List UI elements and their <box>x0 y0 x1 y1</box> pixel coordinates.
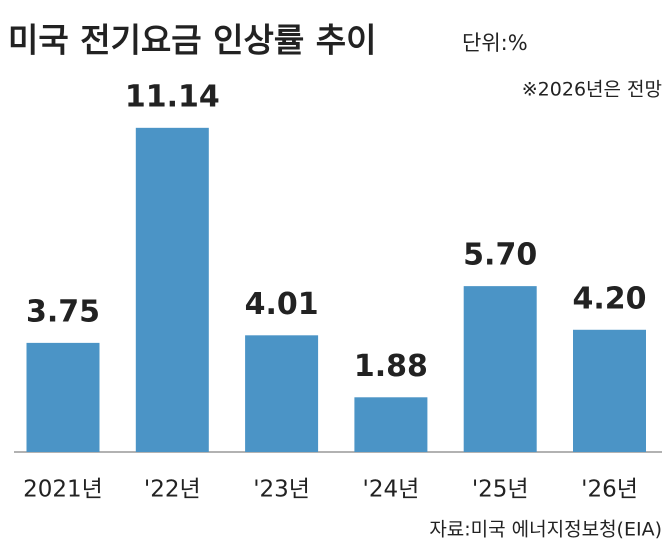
value-label: 4.01 <box>245 287 319 322</box>
bar <box>354 397 428 452</box>
note: ※2026년은 전망 <box>522 79 662 101</box>
bar <box>26 342 100 452</box>
chart-title: 미국 전기요금 인상률 추이 <box>8 21 376 60</box>
x-tick-label: '22년 <box>144 477 201 503</box>
value-label: 5.70 <box>463 238 537 273</box>
value-label: 1.88 <box>354 349 428 384</box>
bar <box>463 286 537 452</box>
source: 자료:미국 에너지정보청(EIA) <box>429 519 662 541</box>
value-label: 3.75 <box>26 294 100 329</box>
value-label: 4.20 <box>572 281 646 316</box>
x-tick-label: '25년 <box>472 477 529 503</box>
unit-label: 단위:% <box>462 31 528 55</box>
x-tick-label: 2021년 <box>23 477 103 503</box>
x-tick-label: '24년 <box>363 477 420 503</box>
x-tick-label: '26년 <box>581 477 638 503</box>
bar <box>245 335 319 452</box>
value-label: 11.14 <box>125 79 220 114</box>
bar <box>135 127 209 453</box>
x-tick-label: '23년 <box>253 477 310 503</box>
bar <box>573 329 646 452</box>
